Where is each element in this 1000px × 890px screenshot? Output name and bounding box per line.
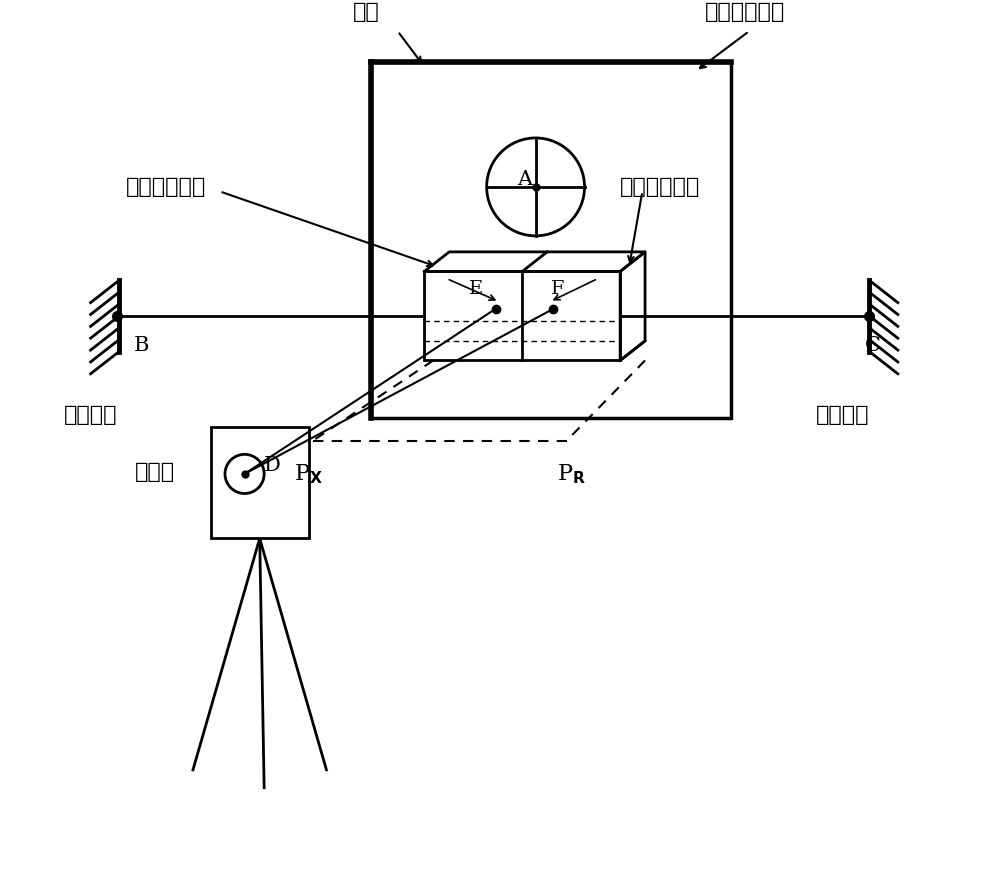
Text: C: C <box>865 336 881 354</box>
Text: D: D <box>264 456 281 474</box>
Text: 底座: 底座 <box>353 3 380 22</box>
Text: 第三反射模块: 第三反射模块 <box>620 177 700 197</box>
Text: E: E <box>469 280 483 298</box>
Text: 第二挡板: 第二挡板 <box>816 405 869 425</box>
Text: P$_{\mathbf{X}}$: P$_{\mathbf{X}}$ <box>294 463 323 487</box>
Text: 全站仪: 全站仪 <box>135 462 175 481</box>
Text: 第二反射模块: 第二反射模块 <box>126 177 206 197</box>
Text: 第一反射模块: 第一反射模块 <box>705 3 785 22</box>
Text: P$_{\mathbf{R}}$: P$_{\mathbf{R}}$ <box>557 463 586 487</box>
Bar <box>371 62 731 418</box>
Text: B: B <box>133 336 149 354</box>
Bar <box>424 271 620 360</box>
Text: A: A <box>517 170 532 190</box>
Bar <box>211 427 309 538</box>
Text: 第一挡板: 第一挡板 <box>64 405 117 425</box>
Text: F: F <box>551 280 565 298</box>
